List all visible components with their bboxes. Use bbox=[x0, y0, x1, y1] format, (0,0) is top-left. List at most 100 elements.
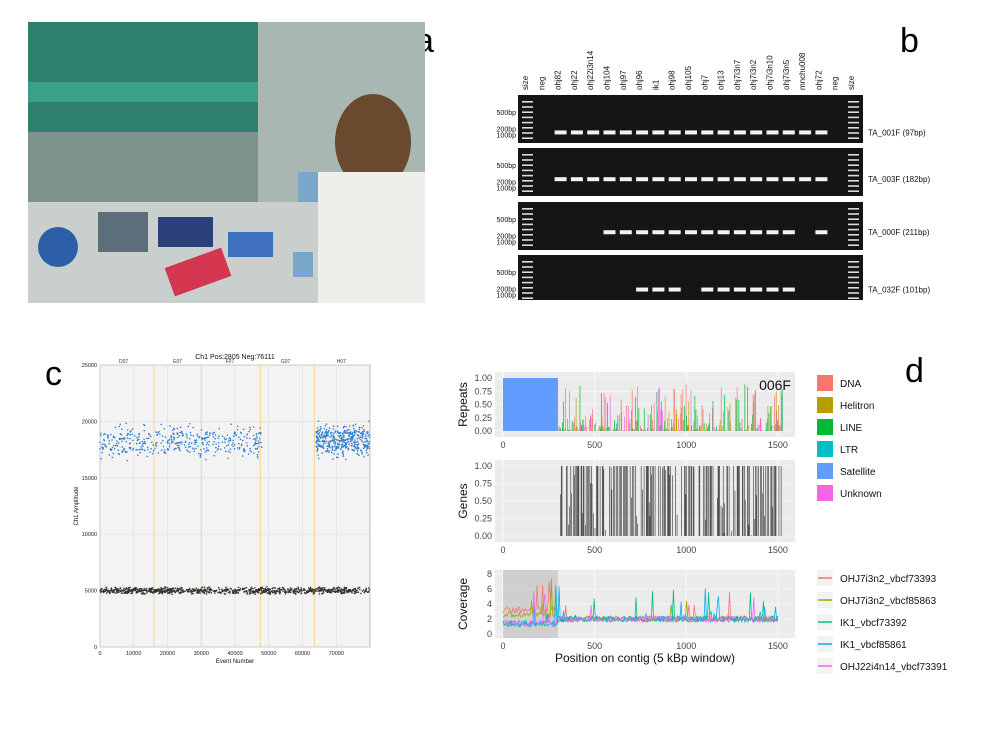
ladder-band bbox=[848, 287, 859, 289]
positive-droplet bbox=[365, 438, 368, 440]
positive-droplet bbox=[246, 437, 248, 439]
negative-droplet bbox=[321, 592, 323, 595]
negative-droplet bbox=[262, 588, 265, 590]
negative-droplet bbox=[268, 591, 270, 594]
negative-droplet bbox=[252, 587, 254, 590]
negative-droplet bbox=[188, 587, 191, 590]
gel-band bbox=[701, 130, 714, 135]
ladder-band bbox=[848, 261, 859, 263]
negative-droplet bbox=[322, 590, 325, 593]
positive-droplet bbox=[348, 435, 350, 437]
negative-droplet bbox=[327, 588, 330, 591]
negative-droplet bbox=[318, 593, 321, 595]
positive-droplet bbox=[353, 445, 355, 448]
negative-droplet bbox=[292, 592, 295, 594]
negative-droplet bbox=[326, 590, 329, 592]
positive-droplet bbox=[139, 441, 141, 444]
positive-droplet bbox=[316, 449, 319, 451]
positive-droplet bbox=[199, 454, 202, 457]
negative-droplet bbox=[127, 589, 129, 592]
marker-label: 500bp bbox=[497, 163, 517, 170]
marker-label: 500bp bbox=[497, 217, 517, 224]
x-tick-label: 1500 bbox=[768, 641, 788, 651]
positive-droplet bbox=[347, 428, 350, 431]
negative-droplet bbox=[145, 587, 148, 590]
negative-droplet bbox=[196, 592, 199, 595]
positive-droplet bbox=[348, 425, 351, 427]
negative-droplet bbox=[262, 591, 265, 594]
negative-droplet bbox=[256, 590, 259, 593]
negative-droplet bbox=[186, 589, 189, 592]
positive-droplet bbox=[148, 432, 150, 435]
negative-droplet bbox=[286, 591, 288, 594]
positive-droplet bbox=[143, 442, 145, 445]
positive-droplet bbox=[233, 447, 236, 450]
gel-band bbox=[733, 287, 746, 292]
positive-droplet bbox=[137, 448, 139, 451]
negative-droplet bbox=[250, 587, 252, 590]
x-tick-label: 20000 bbox=[160, 651, 175, 657]
positive-droplet bbox=[318, 429, 321, 431]
positive-droplet bbox=[317, 454, 319, 456]
positive-droplet bbox=[248, 430, 250, 433]
positive-droplet bbox=[348, 443, 350, 445]
negative-droplet bbox=[170, 588, 173, 591]
positive-droplet bbox=[232, 445, 235, 447]
positive-droplet bbox=[136, 436, 138, 439]
ladder-band bbox=[848, 137, 859, 139]
negative-droplet bbox=[368, 587, 370, 589]
positive-droplet bbox=[241, 439, 244, 442]
positive-droplet bbox=[188, 422, 191, 425]
positive-droplet bbox=[154, 447, 156, 450]
negative-droplet bbox=[120, 589, 122, 591]
ladder-band bbox=[522, 223, 533, 226]
positive-droplet bbox=[322, 444, 325, 446]
positive-droplet bbox=[332, 434, 335, 436]
positive-droplet bbox=[125, 440, 128, 443]
positive-droplet bbox=[257, 450, 260, 453]
negative-droplet bbox=[257, 588, 260, 590]
negative-droplet bbox=[161, 593, 164, 595]
positive-droplet bbox=[189, 451, 191, 454]
positive-droplet bbox=[226, 444, 228, 447]
positive-droplet bbox=[194, 443, 196, 446]
negative-droplet bbox=[208, 588, 211, 591]
positive-droplet bbox=[112, 452, 115, 455]
negative-droplet bbox=[149, 591, 152, 593]
ladder-band bbox=[848, 292, 859, 294]
positive-droplet bbox=[227, 444, 230, 446]
negative-droplet bbox=[334, 588, 337, 591]
positive-droplet bbox=[316, 447, 319, 449]
negative-droplet bbox=[151, 591, 153, 594]
y-tick-label: 15000 bbox=[82, 476, 97, 482]
negative-droplet bbox=[277, 587, 280, 590]
negative-droplet bbox=[197, 588, 200, 591]
positive-droplet bbox=[219, 448, 222, 451]
positive-droplet bbox=[164, 452, 167, 454]
positive-droplet bbox=[317, 420, 320, 423]
negative-droplet bbox=[300, 588, 303, 591]
positive-droplet bbox=[238, 448, 241, 450]
negative-droplet bbox=[274, 587, 277, 589]
positive-droplet bbox=[143, 429, 146, 432]
negative-droplet bbox=[198, 590, 201, 593]
negative-droplet bbox=[140, 588, 143, 591]
positive-droplet bbox=[252, 426, 255, 428]
positive-droplet bbox=[126, 459, 129, 462]
positive-droplet bbox=[141, 440, 144, 443]
positive-droplet bbox=[368, 420, 370, 422]
x-axis-label: Position on contig (5 kBp window) bbox=[555, 651, 735, 665]
positive-droplet bbox=[333, 441, 335, 444]
positive-droplet bbox=[203, 448, 205, 450]
panel-letter-c: c bbox=[45, 355, 62, 393]
positive-droplet bbox=[345, 442, 348, 445]
gel-band bbox=[750, 130, 763, 135]
lane-label: size bbox=[847, 75, 856, 90]
lane-label: ohj72 bbox=[814, 70, 823, 90]
ladder-band bbox=[522, 208, 533, 210]
negative-droplet bbox=[351, 588, 354, 591]
positive-droplet bbox=[258, 437, 261, 440]
negative-droplet bbox=[323, 588, 325, 591]
positive-droplet bbox=[186, 437, 188, 439]
gel-band bbox=[733, 130, 746, 135]
